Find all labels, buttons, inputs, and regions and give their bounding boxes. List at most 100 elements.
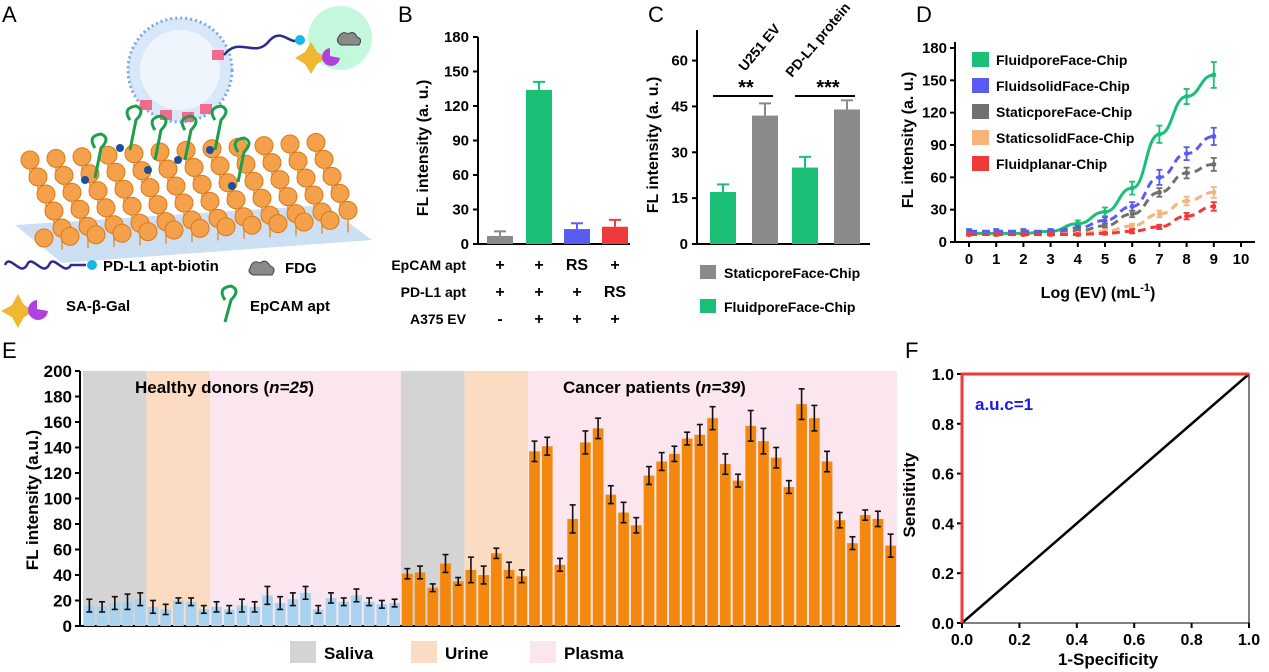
panel-e-bar — [440, 563, 451, 626]
panel-e-bar — [351, 595, 362, 626]
lipid-head — [330, 183, 350, 203]
panel-c-bar — [792, 167, 818, 244]
panel-d-legend-swatch — [972, 156, 989, 171]
lipid-head — [70, 199, 90, 219]
panel-f-xtick-label: 0.8 — [1180, 632, 1202, 649]
panel-d-point — [1020, 231, 1026, 237]
panel-b-cell: + — [495, 284, 504, 301]
panel-b-chart: FL intensity (a. u.) 0 30 60 90 120 150 180 Ep… — [391, 29, 630, 328]
panel-b-cell: + — [534, 257, 543, 274]
panel-e-bar — [185, 601, 197, 626]
panel-e-bar — [198, 609, 210, 626]
panel-e-bar — [618, 512, 629, 626]
panel-d-xtick-label: 7 — [1155, 251, 1163, 268]
panel-b-ytick-label: 0 — [461, 236, 469, 253]
panel-d-legend-swatch — [972, 78, 989, 93]
panel-f-xtick-label: 0.6 — [1123, 632, 1145, 649]
panel-d-point — [1129, 223, 1135, 229]
panel-d-point — [1156, 131, 1162, 137]
lipid-head — [320, 210, 340, 230]
panel-e-bar — [465, 569, 477, 626]
lipid-head — [252, 188, 272, 208]
panel-e-bar — [605, 494, 617, 626]
lipid-bilayer — [20, 132, 358, 250]
panel-d-point — [1211, 189, 1217, 195]
panel-e-bar — [834, 520, 846, 626]
lipid-head — [96, 198, 116, 218]
panel-e-legend-plasma: Plasma — [564, 644, 624, 663]
panel-c-bar — [752, 115, 778, 244]
sa-gal-pacman — [322, 48, 340, 66]
lipid-head — [54, 165, 74, 185]
panel-e-bar — [821, 461, 833, 626]
lipid-head — [184, 157, 204, 177]
panel-label-f: F — [905, 338, 918, 363]
panel-b-ylabel: FL intensity (a. u.) — [415, 80, 432, 217]
lipid-head — [322, 166, 342, 186]
panel-e-bar — [478, 575, 489, 626]
lipid-head — [34, 228, 54, 248]
panel-e-bar — [732, 480, 744, 626]
panel-e-ytick-label: 20 — [53, 592, 72, 611]
panel-e-group-cancer: Cancer patients (n=39) — [563, 378, 746, 397]
panel-b-bars — [487, 80, 628, 245]
panel-e-shade — [146, 371, 211, 626]
panel-d-legend: FluidporeFace-Chip FluidsolidFace-Chip Sta… — [972, 52, 1134, 172]
sa-beta-gal-icon — [1, 294, 35, 328]
legend-a-fdg: FDG — [285, 260, 317, 277]
panel-e-group-cancer-n: n=39 — [701, 378, 741, 397]
lipid-head — [112, 223, 132, 243]
lipid-head — [28, 167, 48, 187]
panel-b-row-label: PD-L1 apt — [401, 284, 467, 300]
panel-e-bar — [414, 572, 426, 626]
panel-e-bar — [758, 441, 769, 626]
lipid-head — [86, 225, 106, 245]
panel-c-legend-static-swatch — [700, 265, 716, 279]
panel-d-point — [1211, 203, 1217, 209]
panel-f-ytick-label: 1.0 — [932, 367, 954, 384]
panel-c-axes: 0 15 30 45 60 — [671, 30, 870, 253]
panel-d-xlabel-end: ) — [1150, 285, 1155, 302]
panel-d-point — [1211, 72, 1217, 78]
panel-d-xtick-label: 10 — [1233, 251, 1250, 268]
panel-e-bar — [96, 606, 108, 626]
panel-c-group-2: PD-L1 protein — [782, 0, 853, 80]
panel-d-legend-swatch — [972, 52, 989, 67]
panel-e-bar — [630, 525, 642, 626]
panel-d-point — [1102, 230, 1108, 236]
panel-e-bar — [885, 545, 896, 626]
anchor-dot — [116, 144, 124, 152]
panel-e-bar — [109, 603, 121, 626]
panel-c-chart: FL intensity (a. u.) 0 15 30 45 60 U251 EV P… — [645, 0, 870, 315]
panel-e-bar — [516, 576, 528, 626]
lipid-head — [44, 201, 64, 221]
panel-e-bar — [236, 605, 248, 626]
panel-d-xlabel: Log (EV) (mL-1) — [1041, 282, 1156, 302]
panel-c-sig-2: *** — [816, 77, 840, 99]
panel-e-ytick-label: 60 — [53, 541, 72, 560]
panel-d-xtick-label: 2 — [1019, 251, 1027, 268]
panel-d-ytick-label: 30 — [930, 202, 947, 219]
panel-label-d: D — [916, 2, 932, 27]
panel-d-point — [1102, 223, 1108, 229]
panel-d-point — [1184, 213, 1190, 219]
panel-e-chart: FL intensity (a.u.) 0 20 40 60 80 100 120 140 16… — [23, 362, 900, 663]
lipid-head — [124, 144, 144, 164]
panel-d-point — [1156, 224, 1162, 230]
anchor-dot — [174, 156, 182, 164]
panel-e-group-healthy: Healthy donors (n=25) — [135, 378, 314, 397]
panel-b-ytick-label: 30 — [452, 202, 469, 219]
panel-d-ytick-label: 180 — [922, 40, 947, 57]
panel-e-bar — [719, 464, 731, 626]
lipid-head — [200, 191, 220, 211]
panel-e-bar — [503, 569, 515, 626]
panel-d-xlabel-main: Log (EV) (mL — [1041, 285, 1141, 302]
panel-c-legend-fluid-swatch — [700, 299, 716, 313]
lipid-head — [304, 185, 324, 205]
panel-e-bars — [84, 388, 896, 626]
panel-c-ytick-label: 15 — [671, 190, 688, 207]
anchor-dot — [206, 146, 214, 154]
panel-label-b: B — [398, 2, 413, 27]
panel-d-series-line — [968, 134, 1215, 233]
panel-c-sig-1: ** — [738, 77, 754, 99]
